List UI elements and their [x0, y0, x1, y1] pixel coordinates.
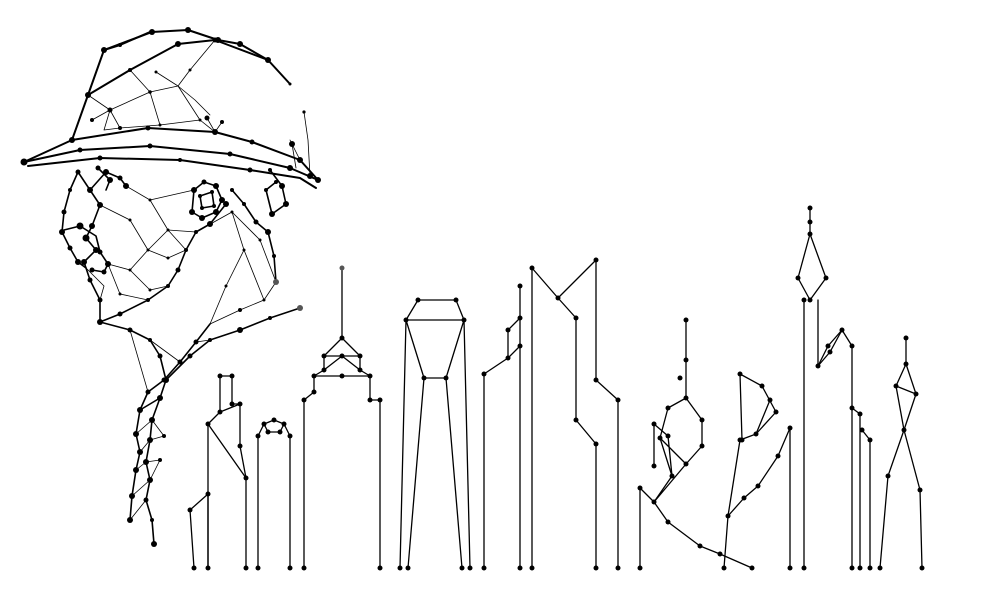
worker-portrait [20, 27, 321, 547]
city-skyline [187, 205, 925, 571]
hard-hat [20, 27, 321, 189]
neck-shoulder [99, 305, 303, 547]
face [59, 165, 289, 325]
